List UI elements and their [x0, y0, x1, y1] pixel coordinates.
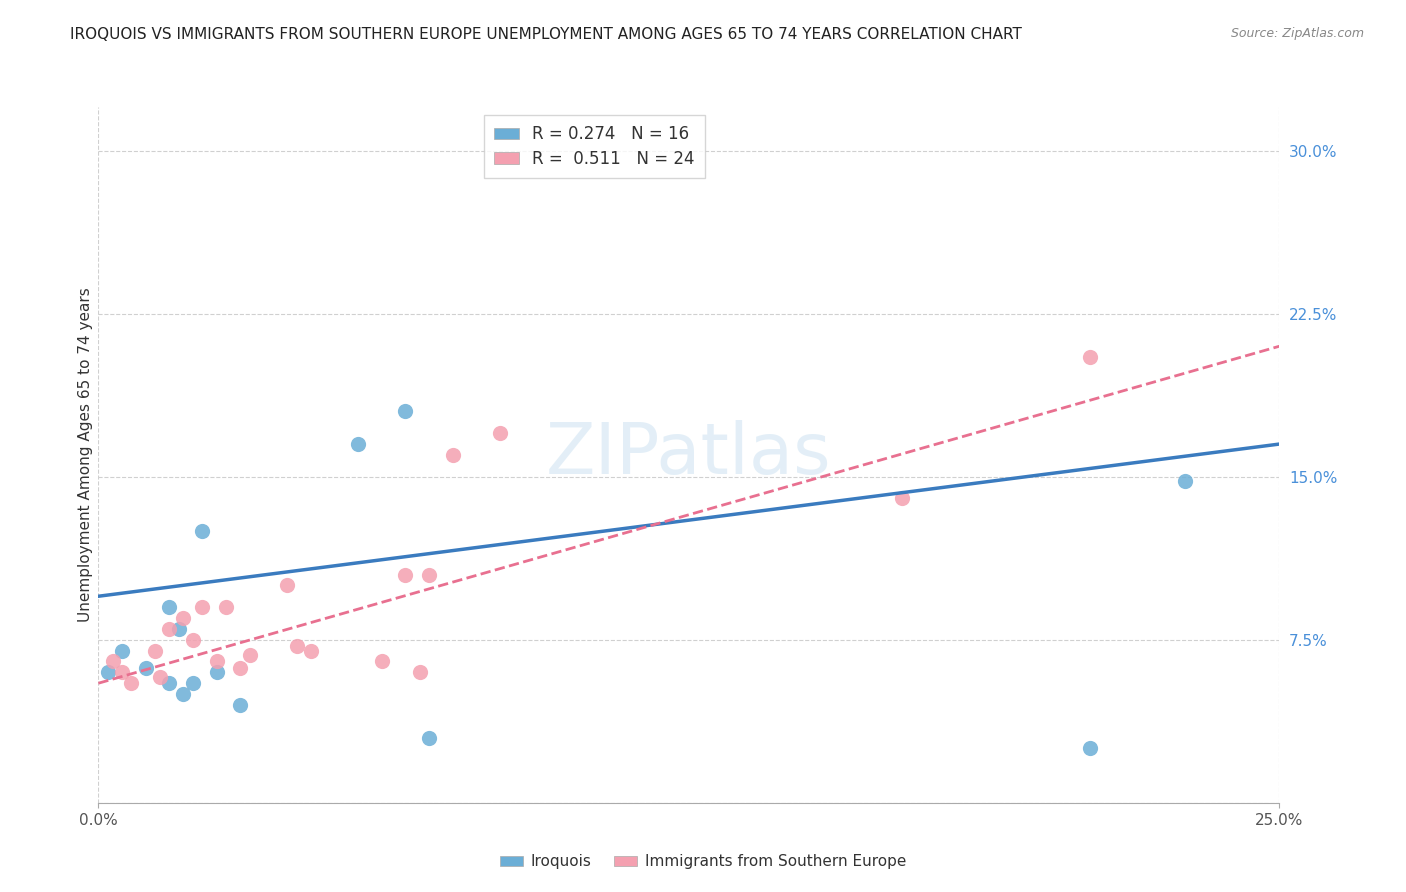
Point: [285, 639, 308, 653]
Point: [172, 611, 194, 625]
Point: [489, 426, 512, 441]
Point: [191, 524, 214, 538]
Point: [215, 600, 238, 615]
Point: [299, 643, 322, 657]
Legend: R = 0.274   N = 16, R =  0.511   N = 24: R = 0.274 N = 16, R = 0.511 N = 24: [484, 115, 704, 178]
Point: [441, 448, 464, 462]
Point: [205, 655, 228, 669]
Point: [157, 622, 180, 636]
Text: IROQUOIS VS IMMIGRANTS FROM SOUTHERN EUROPE UNEMPLOYMENT AMONG AGES 65 TO 74 YEA: IROQUOIS VS IMMIGRANTS FROM SOUTHERN EUR…: [70, 27, 1022, 42]
Legend: Iroquois, Immigrants from Southern Europe: Iroquois, Immigrants from Southern Europ…: [494, 848, 912, 875]
Point: [205, 665, 228, 680]
Point: [111, 665, 134, 680]
Point: [1080, 741, 1102, 756]
Point: [890, 491, 912, 506]
Point: [121, 676, 143, 690]
Point: [229, 698, 252, 712]
Point: [111, 643, 134, 657]
Point: [229, 661, 252, 675]
Point: [239, 648, 262, 662]
Text: ZIPatlas: ZIPatlas: [546, 420, 832, 490]
Point: [157, 676, 180, 690]
Point: [394, 404, 416, 418]
Point: [101, 655, 124, 669]
Point: [347, 437, 370, 451]
Point: [149, 670, 172, 684]
Text: Source: ZipAtlas.com: Source: ZipAtlas.com: [1230, 27, 1364, 40]
Point: [157, 600, 180, 615]
Point: [408, 665, 430, 680]
Point: [135, 661, 157, 675]
Point: [418, 731, 440, 745]
Point: [371, 655, 394, 669]
Point: [181, 632, 204, 647]
Point: [181, 676, 204, 690]
Y-axis label: Unemployment Among Ages 65 to 74 years: Unemployment Among Ages 65 to 74 years: [77, 287, 93, 623]
Point: [167, 622, 190, 636]
Point: [97, 665, 120, 680]
Point: [418, 567, 440, 582]
Point: [1080, 350, 1102, 364]
Point: [394, 567, 416, 582]
Point: [172, 687, 194, 701]
Point: [191, 600, 214, 615]
Point: [276, 578, 298, 592]
Point: [143, 643, 166, 657]
Point: [1174, 474, 1197, 488]
